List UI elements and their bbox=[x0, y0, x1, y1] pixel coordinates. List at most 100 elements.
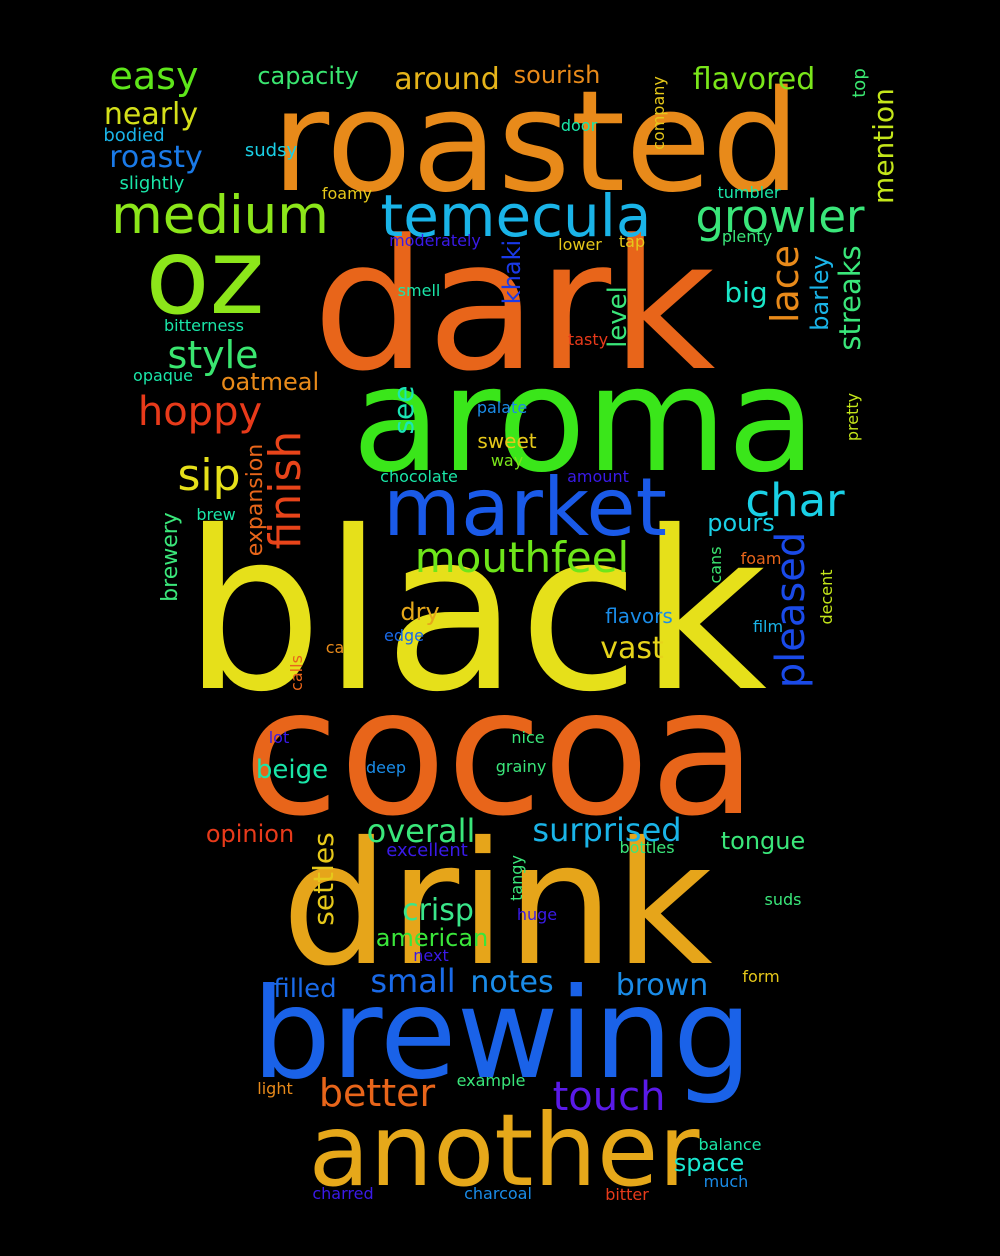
word-charcoal: charcoal bbox=[464, 1184, 532, 1203]
word-finish: finish bbox=[260, 431, 311, 550]
word-mention: mention bbox=[867, 88, 900, 204]
word-american: american bbox=[376, 924, 489, 952]
word-another: another bbox=[308, 1092, 700, 1209]
word-market: market bbox=[383, 461, 667, 554]
word-decent: decent bbox=[817, 569, 836, 624]
word-brew: brew bbox=[196, 505, 235, 524]
word-film: film bbox=[753, 617, 783, 636]
word-crisp: crisp bbox=[402, 893, 474, 928]
word-barley: barley bbox=[806, 255, 834, 330]
word-touch: touch bbox=[553, 1074, 666, 1120]
word-capacity: capacity bbox=[257, 62, 358, 90]
word-pours: pours bbox=[707, 509, 775, 537]
word-tangy: tangy bbox=[507, 855, 526, 901]
word-light: light bbox=[257, 1079, 292, 1098]
word-style: style bbox=[167, 333, 258, 377]
word-bitter: bitter bbox=[605, 1185, 649, 1204]
word-black: black bbox=[183, 484, 767, 740]
word-easy: easy bbox=[110, 54, 199, 98]
word-suds: suds bbox=[765, 890, 802, 909]
word-mouthfeel: mouthfeel bbox=[415, 533, 629, 582]
word-temecula: temecula bbox=[381, 182, 652, 250]
word-notes: notes bbox=[470, 965, 553, 1000]
word-tap: tap bbox=[619, 232, 645, 251]
word-dry: dry bbox=[400, 598, 439, 626]
word-grainy: grainy bbox=[496, 757, 547, 776]
word-deep: deep bbox=[366, 758, 406, 777]
word-sweet: sweet bbox=[477, 429, 536, 453]
word-brewery: brewery bbox=[158, 512, 183, 602]
word-tongue: tongue bbox=[721, 827, 806, 855]
word-lower: lower bbox=[558, 235, 602, 254]
word-flavored: flavored bbox=[693, 62, 816, 97]
word-next: next bbox=[413, 946, 448, 965]
word-around: around bbox=[394, 62, 499, 97]
word-pleased: pleased bbox=[768, 532, 814, 688]
word-pretty: pretty bbox=[843, 393, 862, 441]
word-lace: lace bbox=[763, 245, 807, 323]
word-plenty: plenty bbox=[722, 227, 772, 246]
word-see: see bbox=[387, 385, 420, 434]
word-aroma: aroma bbox=[352, 336, 816, 505]
word-much: much bbox=[704, 1172, 749, 1191]
word-vast: vast bbox=[600, 631, 664, 666]
word-excellent: excellent bbox=[386, 840, 468, 861]
word-edge: edge bbox=[384, 626, 424, 645]
word-settles: settles bbox=[307, 832, 340, 925]
word-door: door bbox=[561, 116, 598, 135]
word-opaque: opaque bbox=[133, 366, 193, 385]
word-way: way bbox=[491, 451, 523, 470]
word-nice: nice bbox=[511, 728, 544, 747]
word-tasty: tasty bbox=[568, 330, 608, 349]
word-streaks: streaks bbox=[833, 245, 867, 350]
word-roasty: roasty bbox=[109, 140, 203, 175]
word-space: space bbox=[674, 1149, 744, 1177]
word-calls: calls bbox=[287, 655, 306, 691]
word-chocolate: chocolate bbox=[380, 467, 458, 486]
word-sudsy: sudsy bbox=[245, 140, 298, 161]
word-foamy: foamy bbox=[322, 184, 372, 203]
word-expansion: expansion bbox=[243, 444, 268, 557]
word-better: better bbox=[319, 1071, 436, 1115]
word-medium: medium bbox=[111, 185, 329, 246]
word-balance: balance bbox=[699, 1135, 762, 1154]
word-sip: sip bbox=[177, 450, 240, 501]
word-opinion: opinion bbox=[206, 820, 294, 848]
word-roasted: roasted bbox=[272, 61, 801, 224]
word-top: top bbox=[849, 68, 870, 98]
word-overall: overall bbox=[367, 812, 476, 850]
word-bottles: bottles bbox=[619, 838, 674, 857]
word-foam: foam bbox=[741, 549, 782, 568]
word-oz: oz bbox=[145, 216, 264, 338]
word-small: small bbox=[370, 962, 455, 1000]
word-bodied: bodied bbox=[103, 125, 164, 146]
word-dark: dark bbox=[313, 202, 716, 411]
word-form: form bbox=[742, 967, 779, 986]
word-amount: amount bbox=[567, 467, 629, 486]
word-example: example bbox=[457, 1071, 526, 1090]
word-lot: lot bbox=[269, 728, 290, 747]
word-filled: filled bbox=[273, 974, 336, 1004]
word-oatmeal: oatmeal bbox=[221, 368, 319, 396]
word-ca: ca bbox=[326, 638, 345, 657]
word-bitterness: bitterness bbox=[164, 316, 244, 335]
word-big: big bbox=[724, 276, 767, 309]
word-brown: brown bbox=[616, 968, 709, 1003]
word-brewing: brewing bbox=[252, 962, 752, 1107]
word-smell: smell bbox=[398, 281, 441, 300]
word-char: char bbox=[745, 474, 845, 527]
word-flavors: flavors bbox=[605, 604, 673, 628]
word-charred: charred bbox=[312, 1184, 373, 1203]
word-khaki: khaki bbox=[498, 240, 526, 304]
word-moderately: moderately bbox=[389, 231, 481, 250]
word-cans: cans bbox=[706, 546, 725, 583]
word-huge: huge bbox=[517, 905, 557, 924]
word-company: company bbox=[649, 76, 668, 150]
word-surprised: surprised bbox=[532, 811, 681, 849]
word-nearly: nearly bbox=[104, 97, 198, 132]
word-palate: palate bbox=[477, 398, 527, 417]
word-level: level bbox=[603, 286, 633, 348]
word-hoppy: hoppy bbox=[138, 389, 262, 435]
